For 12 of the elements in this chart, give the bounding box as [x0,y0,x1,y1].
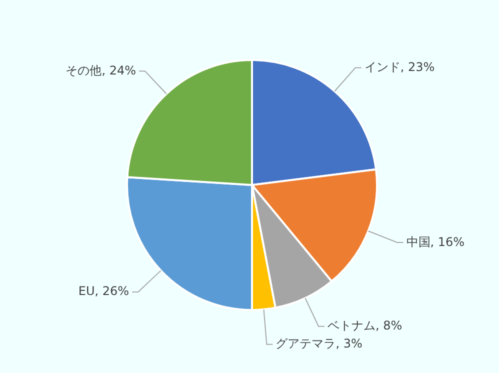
data-label: , 24% [102,63,136,78]
slice-label: グアテマラ [276,336,336,351]
slice-label: インド [364,60,400,74]
slice-label: EU [78,284,95,298]
data-label: , 8% [376,318,402,333]
data-label: , 26% [94,284,130,298]
slice-label: 中国 [406,234,430,249]
slice-label: その他 [66,63,102,78]
data-label: , 3% [336,336,362,351]
slice-label: ベトナム [328,318,376,333]
data-label: , 23% [400,60,435,74]
data-label: , 16% [430,234,465,249]
